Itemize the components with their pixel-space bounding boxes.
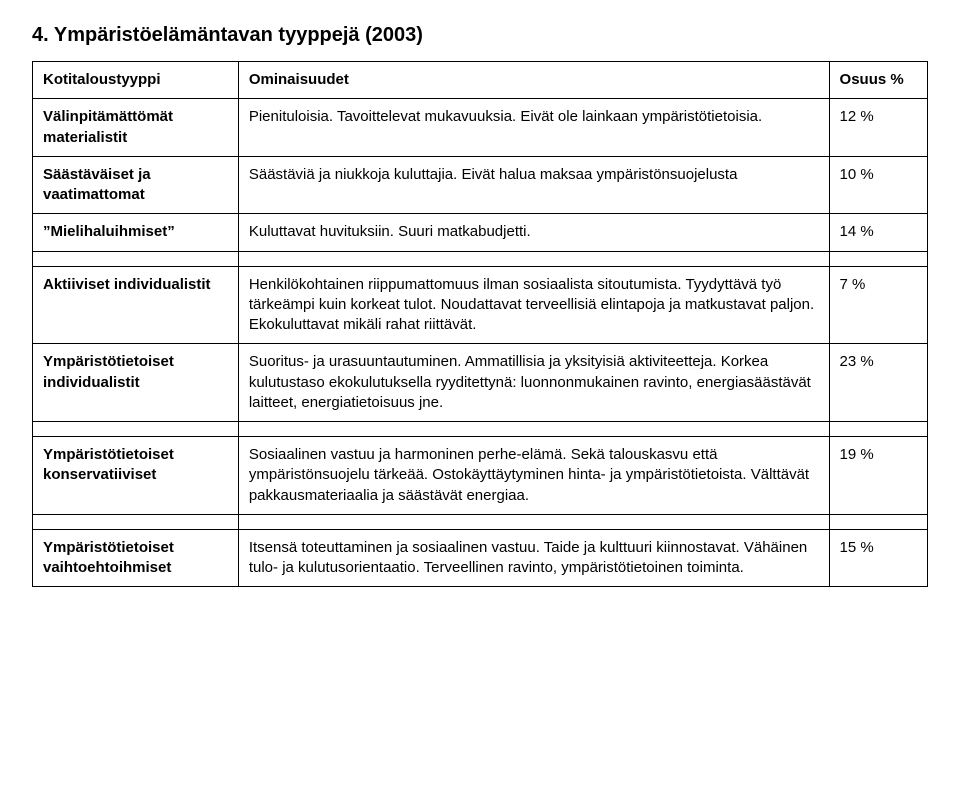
col-header-desc: Ominaisuudet xyxy=(238,62,829,99)
lifestyle-types-table: Kotitaloustyyppi Ominaisuudet Osuus % Vä… xyxy=(32,61,928,587)
table-row: Ympäristötietoiset konservatiivisetSosia… xyxy=(33,437,928,515)
cell-desc: Pienituloisia. Tavoittelevat mukavuuksia… xyxy=(238,99,829,157)
cell-type: Ympäristötietoiset individualistit xyxy=(33,344,239,422)
table-row: Aktiiviset individualistitHenkilökohtain… xyxy=(33,266,928,344)
cell-desc: Kuluttavat huvituksiin. Suuri matkabudje… xyxy=(238,214,829,251)
spacer-row xyxy=(33,422,928,437)
cell-share: 23 % xyxy=(829,344,927,422)
cell-share: 14 % xyxy=(829,214,927,251)
table-row: Ympäristötietoiset individualistitSuorit… xyxy=(33,344,928,422)
cell-type: Aktiiviset individualistit xyxy=(33,266,239,344)
cell-type: Säästäväiset ja vaatimattomat xyxy=(33,156,239,214)
cell-desc: Itsensä toteuttaminen ja sosiaalinen vas… xyxy=(238,529,829,587)
spacer-row xyxy=(33,251,928,266)
table-row: ”Mielihaluihmiset”Kuluttavat huvituksiin… xyxy=(33,214,928,251)
cell-type: Ympäristötietoiset vaihtoehtoihmiset xyxy=(33,529,239,587)
table-header-row: Kotitaloustyyppi Ominaisuudet Osuus % xyxy=(33,62,928,99)
page-title: 4. Ympäristöelämäntavan tyyppejä (2003) xyxy=(32,24,928,47)
cell-share: 12 % xyxy=(829,99,927,157)
cell-share: 19 % xyxy=(829,437,927,515)
cell-type: ”Mielihaluihmiset” xyxy=(33,214,239,251)
cell-share: 15 % xyxy=(829,529,927,587)
cell-desc: Henkilökohtainen riippumattomuus ilman s… xyxy=(238,266,829,344)
cell-share: 7 % xyxy=(829,266,927,344)
col-header-share: Osuus % xyxy=(829,62,927,99)
table-row: Ympäristötietoiset vaihtoehtoihmisetItse… xyxy=(33,529,928,587)
cell-desc: Säästäviä ja niukkoja kuluttajia. Eivät … xyxy=(238,156,829,214)
cell-share: 10 % xyxy=(829,156,927,214)
cell-type: Välinpitämättömät materialistit xyxy=(33,99,239,157)
table-row: Säästäväiset ja vaatimattomatSäästäviä j… xyxy=(33,156,928,214)
spacer-row xyxy=(33,514,928,529)
table-row: Välinpitämättömät materialistitPienitulo… xyxy=(33,99,928,157)
col-header-type: Kotitaloustyyppi xyxy=(33,62,239,99)
cell-desc: Suoritus- ja urasuuntautuminen. Ammatill… xyxy=(238,344,829,422)
cell-desc: Sosiaalinen vastuu ja harmoninen perhe-e… xyxy=(238,437,829,515)
cell-type: Ympäristötietoiset konservatiiviset xyxy=(33,437,239,515)
